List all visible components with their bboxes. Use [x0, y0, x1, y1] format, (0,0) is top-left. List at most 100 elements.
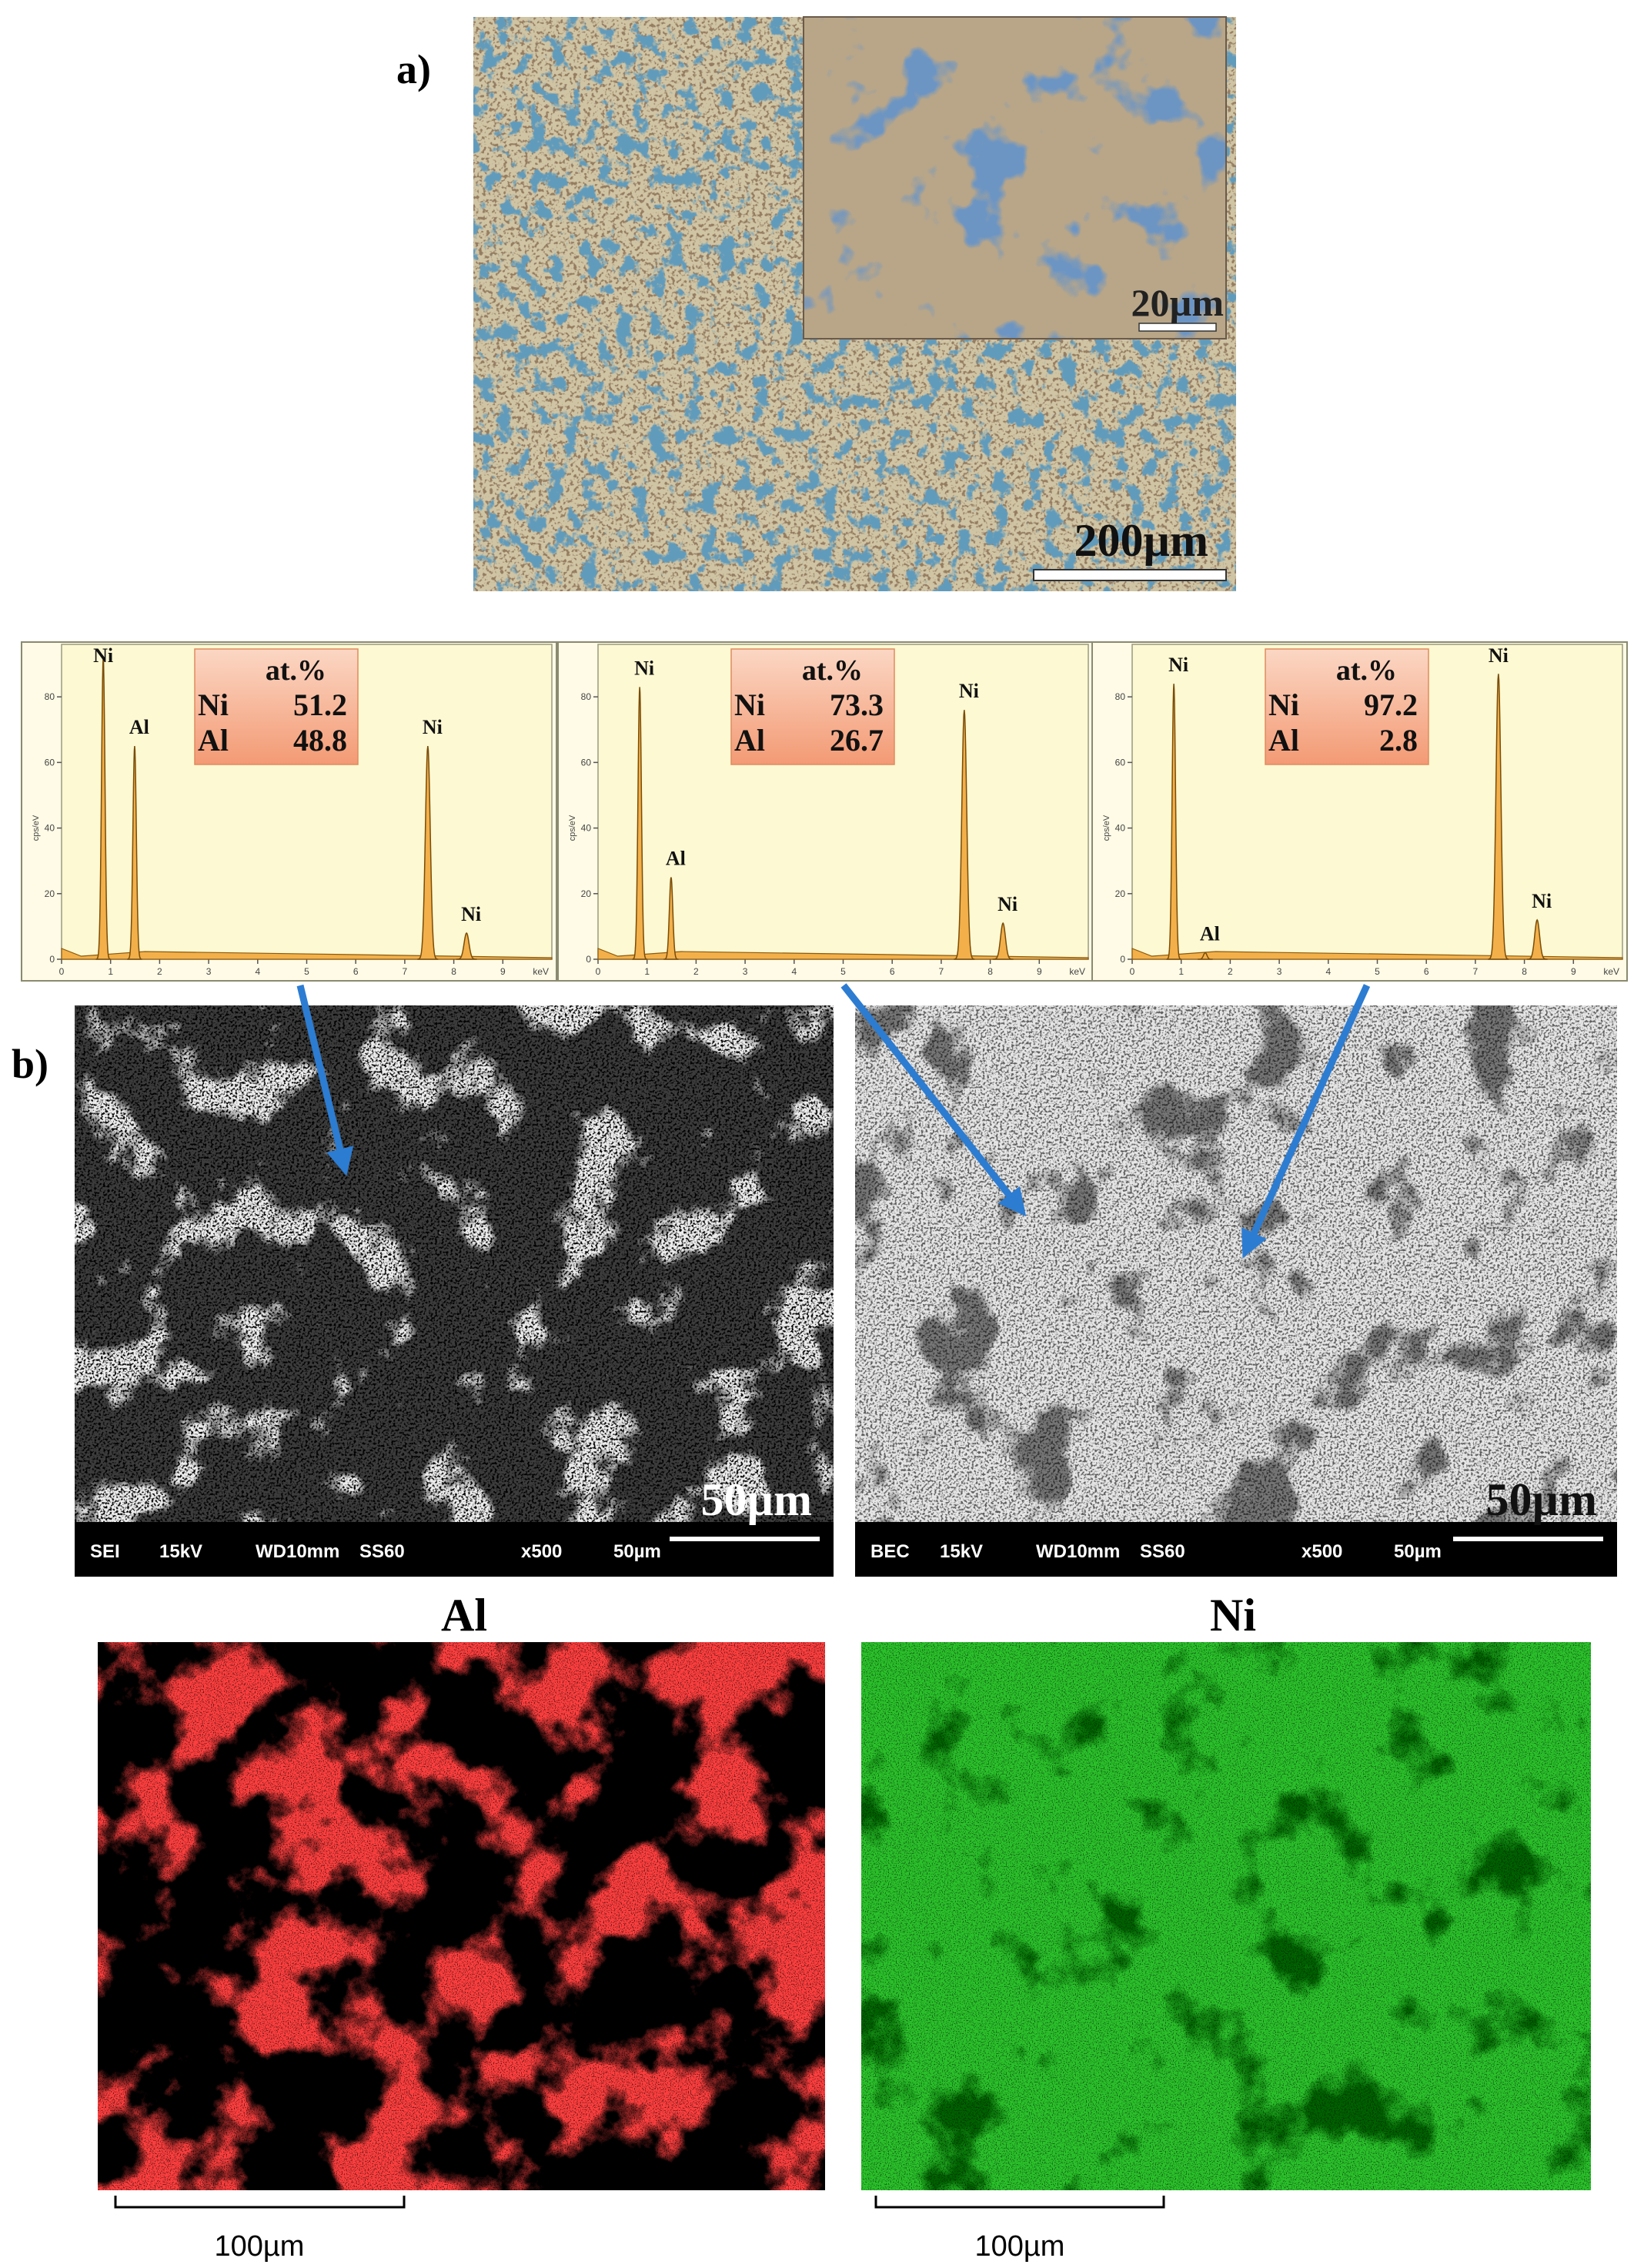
peak — [1526, 918, 1548, 960]
x-tick-label: 5 — [304, 966, 309, 977]
x-tick-label: 6 — [353, 966, 359, 977]
x-tick-label: 5 — [1375, 966, 1380, 977]
peak-label: Al — [666, 847, 686, 869]
y-tick-label: 40 — [581, 823, 592, 834]
peak-label: Ni — [997, 893, 1017, 915]
map-title: Al — [441, 1590, 487, 1641]
element-symbol: Ni — [198, 687, 229, 722]
x-tick-label: 7 — [1473, 966, 1479, 977]
peak-label: Ni — [1489, 644, 1509, 667]
scale-label: 50µm — [1485, 1474, 1597, 1525]
sem-info-text: x500 — [521, 1541, 562, 1562]
composition-header: at.% — [802, 654, 863, 687]
y-tick-label: 20 — [581, 888, 592, 899]
x-tick-label: 1 — [1178, 966, 1184, 977]
element-percent: 97.2 — [1364, 687, 1418, 722]
panel-label: b) — [12, 1041, 48, 1087]
scale-label: 50µm — [700, 1474, 812, 1525]
y-tick-label: 80 — [581, 691, 592, 702]
peak — [95, 657, 111, 960]
sem-info-text: 15kV — [159, 1541, 202, 1562]
sem-info-text: 50µm — [613, 1541, 661, 1562]
y-tick-label: 20 — [1115, 888, 1126, 899]
composition-box — [1265, 648, 1429, 765]
x-tick-label: 6 — [1424, 966, 1429, 977]
x-tick-label: 2 — [157, 966, 162, 977]
peak-label: Ni — [423, 716, 443, 738]
x-tick-label: 8 — [1522, 966, 1527, 977]
x-tick-label: 4 — [791, 966, 797, 977]
x-tick-label: 5 — [840, 966, 846, 977]
arrows — [296, 983, 1371, 1259]
peak-label: Al — [129, 716, 149, 738]
peak-label: Ni — [461, 903, 481, 925]
x-tick-label: 8 — [987, 966, 993, 977]
element-symbol: Al — [1268, 723, 1299, 758]
sem-info-text: SS60 — [359, 1541, 405, 1562]
peak — [663, 877, 679, 960]
x-tick-label: 2 — [1228, 966, 1233, 977]
x-tick-label: 7 — [403, 966, 408, 977]
al-map — [98, 1642, 825, 2190]
x-tick-label: 4 — [255, 966, 260, 977]
y-tick-label: 0 — [49, 954, 55, 965]
x-tick-label: 1 — [644, 966, 650, 977]
composition-box — [194, 648, 359, 765]
y-tick-label: 60 — [581, 757, 592, 768]
map-title: Ni — [1210, 1590, 1256, 1641]
y-tick-label: 80 — [1115, 691, 1126, 702]
y-tick-label: 40 — [45, 823, 55, 834]
y-axis-label: cps/eV — [568, 815, 577, 841]
y-tick-label: 60 — [1115, 757, 1126, 768]
element-symbol: Ni — [1268, 687, 1299, 722]
peak-label: Ni — [634, 657, 654, 679]
x-tick-label: 0 — [1130, 966, 1135, 977]
sem-info-text: 50µm — [1394, 1541, 1442, 1562]
peak — [1166, 684, 1181, 960]
element-symbol: Ni — [734, 687, 765, 722]
element-symbol: Al — [734, 723, 765, 758]
scale-bar — [114, 2196, 1165, 2209]
sem-info-text: WD10mm — [1036, 1541, 1120, 1562]
peak-label: Al — [1200, 922, 1220, 945]
peak — [417, 745, 439, 960]
sem-info: SEI 15kV WD10mm SS60 x500 50µm BEC 15kV WD10mm SS… — [90, 1541, 1442, 1562]
element-percent: 26.7 — [830, 723, 884, 758]
scale-label: 200µm — [1074, 515, 1208, 566]
x-tick-label: 9 — [1571, 966, 1576, 977]
panel-label: a) — [396, 46, 431, 92]
y-tick-label: 20 — [45, 888, 55, 899]
x-tick-label: 0 — [59, 966, 65, 977]
x-tick-label: 4 — [1325, 966, 1331, 977]
element-percent: 2.8 — [1379, 723, 1418, 758]
x-axis-label: keV — [1069, 966, 1085, 977]
sem-info-text: BEC — [870, 1541, 910, 1562]
element-percent: 51.2 — [293, 687, 347, 722]
x-tick-label: 7 — [939, 966, 944, 977]
element-symbol: Al — [198, 723, 229, 758]
peak-label: Ni — [93, 644, 113, 667]
sem-info-text: WD10mm — [256, 1541, 339, 1562]
x-tick-label: 3 — [743, 966, 748, 977]
x-tick-label: 1 — [108, 966, 113, 977]
x-tick-label: 3 — [1277, 966, 1282, 977]
composition-box — [730, 648, 895, 765]
y-tick-label: 40 — [1115, 823, 1126, 834]
peak — [632, 687, 647, 960]
scale-label: 20µm — [1131, 281, 1224, 324]
peak — [456, 932, 477, 960]
x-tick-label: 9 — [500, 966, 506, 977]
y-axis-label: cps/eV — [32, 815, 41, 841]
peak — [1198, 952, 1212, 960]
x-axis-label: keV — [533, 966, 549, 977]
bec-image — [855, 1005, 1617, 1577]
ni-map — [861, 1642, 1591, 2190]
element-percent: 48.8 — [293, 723, 347, 758]
x-tick-label: 0 — [596, 966, 601, 977]
y-tick-label: 0 — [586, 954, 591, 965]
scale-label: 100µm — [975, 2230, 1065, 2263]
x-tick-label: 8 — [451, 966, 456, 977]
peak — [1488, 674, 1509, 960]
